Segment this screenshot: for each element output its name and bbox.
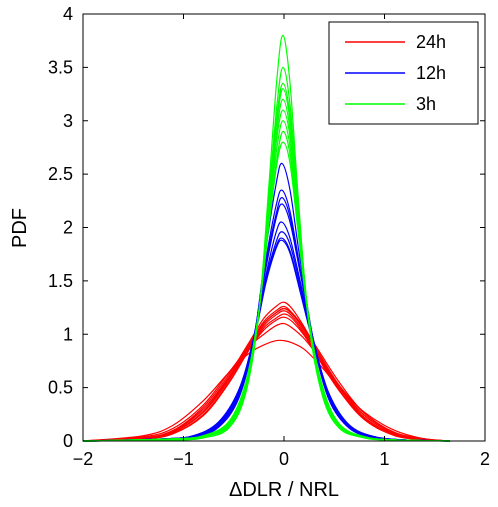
x-tick-label: −2 (73, 449, 94, 469)
series-3h-curve-9 (82, 66, 450, 442)
y-tick-label: 0.5 (48, 378, 73, 398)
ticks-layer: −2 −1 0 1 2 0 0.5 1 1.5 2 2.5 3 3.5 4 (48, 4, 490, 469)
x-tick-label: 1 (379, 449, 389, 469)
y-tick-label: 2.5 (48, 164, 73, 184)
x-tick-label: 0 (279, 449, 289, 469)
y-tick-label: 0 (63, 431, 73, 451)
y-tick-label: 1 (63, 324, 73, 344)
y-tick-label: 3.5 (48, 57, 73, 77)
series-24h-curve-9 (82, 313, 450, 442)
series-3h (82, 34, 450, 442)
y-tick-label: 2 (63, 218, 73, 238)
series-24h-curve-8 (82, 316, 450, 442)
legend-label-3h: 3h (416, 94, 436, 114)
series-12h-curve-8 (82, 239, 450, 442)
series-12h-curve-7 (82, 197, 450, 442)
y-tick-label: 3 (63, 111, 73, 131)
x-axis-label: ΔDLR / NRL (229, 479, 339, 501)
series-3h-curve-7 (82, 98, 450, 442)
legend-label-12h: 12h (416, 63, 446, 83)
series-24h-curve-7 (82, 308, 450, 442)
y-tick-label: 1.5 (48, 271, 73, 291)
series-layer (82, 34, 450, 442)
x-tick-label: −1 (173, 449, 194, 469)
legend: 24h 12h 3h (328, 21, 479, 125)
series-3h-curve-2 (82, 34, 450, 442)
y-axis-label: PDF (9, 208, 31, 248)
y-tick-label: 4 (63, 4, 73, 24)
series-24h (82, 301, 450, 442)
legend-items: 24h 12h 3h (345, 32, 446, 114)
series-24h-curve-6 (82, 339, 450, 442)
series-12h (82, 162, 450, 442)
x-tick-label: 2 (480, 449, 490, 469)
series-3h-curve-8 (82, 141, 450, 442)
legend-label-24h: 24h (416, 32, 446, 52)
series-12h-curve-5 (82, 189, 450, 442)
